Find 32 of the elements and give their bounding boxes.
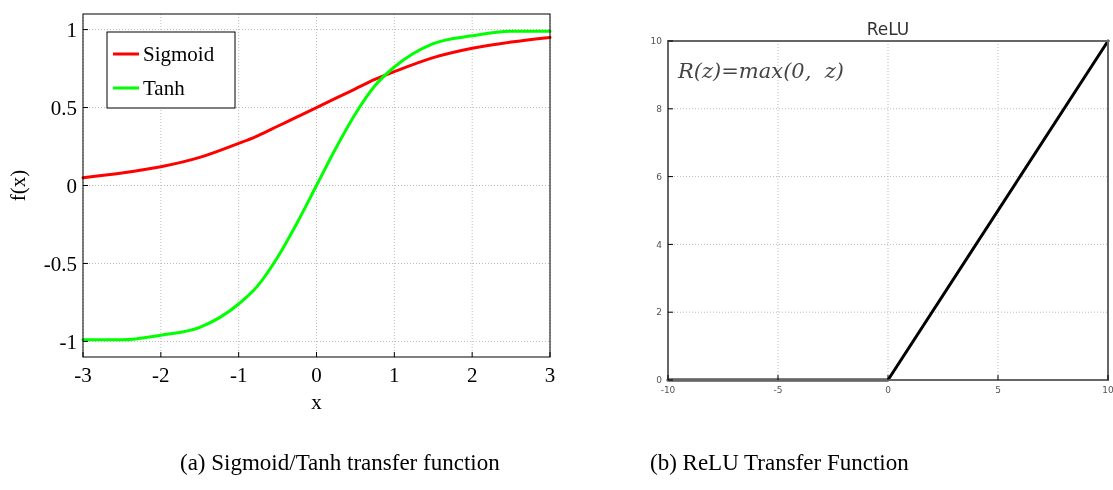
y-tick-label: -0.5	[43, 251, 77, 276]
y-tick-label: -1	[59, 329, 77, 354]
y-tick-label: 0	[66, 173, 77, 198]
x-axis-title: x	[311, 390, 323, 414]
legend-label: Tanh	[143, 76, 186, 101]
text: (b) ReLU Transfer Function	[650, 450, 910, 475]
x-tick-label: 1	[389, 363, 400, 387]
line-series	[81, 29, 552, 342]
annotation: R(z)=max(0, z)	[677, 59, 844, 84]
text: (a) Sigmoid/Tanh transfer function	[180, 450, 501, 475]
x-tick-label: -2	[152, 363, 170, 387]
x-tick-label: -3	[74, 363, 92, 387]
x-tick-label: -10	[660, 385, 676, 395]
y-tick-label: 8	[656, 103, 663, 114]
x-tick-label: 2	[466, 363, 478, 387]
chart-title: ReLU	[866, 19, 910, 39]
x-tick-label: 10	[1102, 385, 1113, 395]
line-series	[81, 35, 552, 180]
x-tick-label: -1	[229, 363, 248, 387]
y-tick-label: 6	[656, 171, 663, 182]
x-tick-label: 0	[311, 363, 322, 387]
y-tick-label: 2	[656, 307, 662, 318]
legend-label: Sigmoid	[143, 42, 215, 67]
x-tick-label: 5	[995, 385, 1001, 395]
x-tick-label: 3	[544, 363, 556, 387]
y-tick-label: 1	[66, 17, 77, 42]
y-axis-title: f(x)	[6, 169, 30, 202]
y-tick-label: 4	[656, 239, 663, 250]
y-tick-label: 10	[650, 36, 663, 47]
x-tick-label: 0	[885, 385, 892, 395]
y-tick-label: 0.5	[50, 95, 77, 120]
x-tick-label: -5	[773, 385, 783, 395]
